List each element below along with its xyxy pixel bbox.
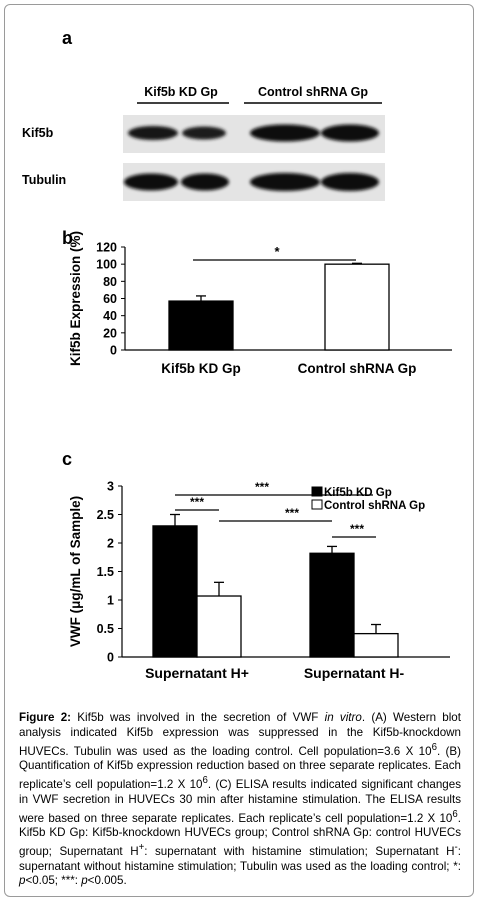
caption-text-6: : supernatant with histamine stimulation…: [144, 844, 455, 858]
blot-image-tubulin: [123, 163, 385, 201]
panel-c-letter: c: [62, 449, 72, 469]
chart-c-bar: [309, 552, 355, 658]
caption-p-1: p: [19, 874, 26, 888]
figure-frame: [4, 4, 474, 897]
chart-b-significance-label: *: [274, 244, 280, 259]
chart-c-y-tick-label: 2.5: [97, 508, 114, 522]
caption-label: Figure 2:: [19, 711, 72, 724]
panel-b-letter: b: [62, 228, 73, 248]
figure-caption: Figure 2: Kif5b was involved in the secr…: [19, 711, 461, 889]
blot-image-kif5b: [123, 115, 385, 153]
chart-c-legend-swatch: [311, 486, 323, 497]
blot-group-label-right: Control shRNA Gp: [258, 85, 368, 99]
panel-a-letter: a: [62, 28, 73, 48]
chart-c-y-tick-label: 1: [107, 594, 114, 608]
chart-c-x-tick-label: Supernatant H+: [145, 665, 249, 681]
caption-text-4: . (C) ELISA results indicated significan…: [19, 777, 461, 825]
chart-c-y-axis-label: VWF (μg/mL of Sample): [68, 496, 83, 647]
caption-text-2: . (A) Western blot analysis indicated Ki…: [19, 711, 461, 758]
chart-c-bar: [152, 525, 198, 658]
chart-c-y-tick-label: 0.5: [97, 622, 114, 636]
caption-text-1: Kif5b was involved in the secretion of V…: [71, 711, 325, 724]
chart-c: 0 0.5 1 1.5 2 2.5 3 VWF (μg/mL of Sample) Supern…: [68, 480, 450, 681]
chart-b-y-tick-label: 80: [103, 275, 117, 289]
chart-c-bar: [353, 632, 399, 658]
chart-c-bar: [196, 595, 242, 658]
blot-row-label-tubulin: Tubulin: [22, 173, 66, 187]
chart-b-y-tick-label: 20: [103, 326, 117, 340]
chart-b-y-axis-label: Kif5b Expression (%): [68, 231, 83, 366]
chart-c-significance-label: ***: [285, 506, 299, 520]
chart-b-y-tick-label: 120: [96, 241, 117, 255]
blot-group-label-left: Kif5b KD Gp: [144, 85, 218, 99]
chart-b-x-tick-label: Kif5b KD Gp: [161, 361, 241, 376]
caption-text-3: . (B) Quantification of Kif5b expression…: [19, 744, 461, 791]
caption-text-9: <0.005.: [87, 874, 127, 888]
chart-c-significance-label: ***: [255, 480, 269, 494]
caption-sup-5: -: [454, 841, 458, 853]
chart-c-significance-label: ***: [350, 522, 364, 536]
chart-b-bar: [168, 300, 234, 351]
blot-row-label-kif5b: Kif5b: [22, 126, 54, 140]
caption-sup-1: 6: [431, 741, 437, 753]
chart-b-x-tick-label: Control shRNA Gp: [298, 361, 417, 376]
chart-b: 0 20 40 60 80 100 120 Kif5b Expression (%) Kif5b…: [68, 231, 452, 376]
caption-sup-3: 6: [452, 808, 458, 820]
chart-b-y-tick-label: 40: [103, 309, 117, 323]
chart-b-y-tick-label: 100: [96, 258, 117, 272]
caption-italic-in-vitro: in vitro: [324, 711, 362, 724]
chart-c-legend-swatch: [311, 499, 323, 510]
caption-p-2: p: [81, 874, 88, 888]
caption-sup-2: 6: [202, 775, 208, 787]
chart-b-y-tick-label: 0: [110, 344, 117, 358]
chart-c-x-tick-label: Supernatant H-: [304, 665, 405, 681]
chart-b-y-tick-label: 60: [103, 292, 117, 306]
caption-text-5: . Kif5b KD Gp: Kif5b-knockdown HUVECs gr…: [19, 811, 461, 858]
chart-c-y-tick-label: 3: [107, 480, 114, 494]
caption-text-8: <0.05; ***:: [25, 874, 82, 888]
chart-c-y-tick-label: 0: [107, 651, 114, 665]
caption-text-7: : supernatant without histamine stimulat…: [19, 844, 461, 873]
caption-sup-4: +: [138, 841, 145, 853]
chart-c-y-tick-label: 2: [107, 537, 114, 551]
chart-c-y-tick-label: 1.5: [97, 565, 114, 579]
chart-c-legend-label: Control shRNA Gp: [324, 500, 425, 512]
chart-b-bar: [324, 263, 390, 351]
chart-c-significance-label: ***: [190, 495, 204, 509]
chart-c-legend-label: Kif5b KD Gp: [324, 487, 392, 499]
